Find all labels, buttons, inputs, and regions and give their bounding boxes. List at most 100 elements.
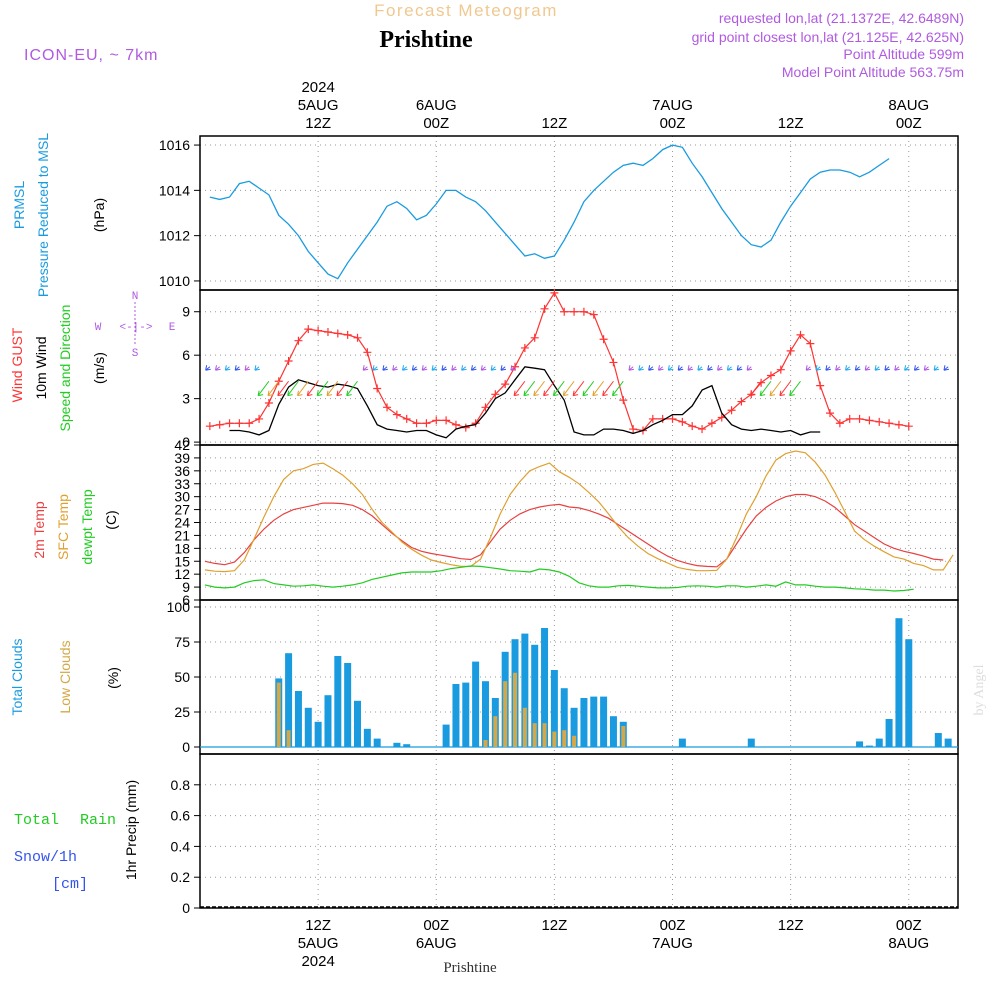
gust-marker xyxy=(894,420,903,429)
wind-direction-arrow xyxy=(874,365,881,371)
total-cloud-bar xyxy=(609,716,617,747)
wind-direction-arrow xyxy=(277,380,289,397)
bottom-time-label: 12Z xyxy=(778,917,804,934)
low-cloud-bar xyxy=(483,740,488,747)
wind-gust-label: Wind GUST xyxy=(9,327,25,402)
y-tick-label: 100 xyxy=(167,599,191,615)
total-cloud-bar xyxy=(934,733,942,747)
wind-direction-arrow xyxy=(638,365,644,371)
wind-direction-arrow xyxy=(854,365,861,371)
wind-direction-arrow xyxy=(523,380,536,397)
wind-direction-arrow xyxy=(513,380,526,397)
footer-location: Prishtine xyxy=(443,960,497,976)
wind-direction-arrow xyxy=(382,365,388,371)
gust-marker xyxy=(609,358,618,367)
total-cloud-bar xyxy=(472,661,480,747)
total-cloud-bar xyxy=(580,698,588,747)
top-time-label: 8AUG xyxy=(888,97,929,114)
wind-direction-arrow xyxy=(815,365,822,371)
gust-marker xyxy=(816,381,825,390)
gust-marker xyxy=(845,414,854,423)
gust-marker xyxy=(865,416,874,425)
y-tick-label: 1014 xyxy=(159,182,190,198)
wind-direction-arrow xyxy=(402,365,408,371)
wind-direction-arrow xyxy=(805,365,812,371)
pressure-label-1: PRMSL xyxy=(11,181,27,229)
wind-direction-arrow xyxy=(835,365,841,371)
total-cloud-bar xyxy=(678,738,686,747)
top-time-label: 00Z xyxy=(660,115,686,132)
top-time-label: 12Z xyxy=(778,115,804,132)
total-cloud-bar xyxy=(521,633,529,747)
gust-marker xyxy=(678,417,687,426)
wind-direction-arrow xyxy=(612,380,624,397)
wind-direction-arrow xyxy=(769,380,782,397)
total-cloud-bar xyxy=(462,682,470,747)
y-tick-label: 42 xyxy=(174,437,190,453)
wind-direction-arrow xyxy=(500,365,507,371)
bottom-time-label: 2024 xyxy=(301,953,334,970)
wind-direction-arrow xyxy=(592,380,605,397)
wind-direction-arrow xyxy=(451,365,457,371)
top-time-label: 2024 xyxy=(301,79,334,96)
gust-marker xyxy=(245,419,254,428)
bottom-time-label: 12Z xyxy=(305,917,331,934)
gust-marker xyxy=(717,413,726,422)
total-cloud-bar xyxy=(885,719,893,747)
gust-marker xyxy=(205,422,214,431)
rain-total-label: Total xyxy=(14,812,59,829)
total-cloud-bar xyxy=(294,691,302,747)
wind-ylabel: (m/s) xyxy=(91,352,107,384)
gust-marker xyxy=(530,333,539,342)
total-cloud-bar xyxy=(531,644,539,747)
requested-coords: requested lon,lat (21.1372E, 42.6489N) xyxy=(719,10,964,26)
top-time-label: 00Z xyxy=(896,115,922,132)
gust-marker xyxy=(648,414,657,423)
gust-marker xyxy=(402,414,411,423)
low-cloud-bar xyxy=(286,730,291,747)
gust-marker xyxy=(343,330,352,339)
y-tick-label: 30 xyxy=(174,489,190,505)
wind-direction-arrow xyxy=(543,380,555,397)
gust-marker xyxy=(629,425,638,434)
gust-marker xyxy=(225,419,234,428)
gust-marker xyxy=(766,371,775,380)
wind-direction-arrow xyxy=(913,365,920,371)
gust-marker xyxy=(806,339,815,348)
bottom-time-label: 5AUG xyxy=(298,935,339,952)
wind-direction-arrow xyxy=(602,380,614,397)
total-cloud-bar xyxy=(304,707,312,747)
compass-rose: N W <-|-> E S xyxy=(95,291,176,360)
y-tick-label: 18 xyxy=(174,540,190,556)
y-tick-label: 9 xyxy=(182,304,190,320)
compass-west: W xyxy=(95,322,102,334)
gust-marker xyxy=(264,398,273,407)
bottom-time-label: 00Z xyxy=(423,917,449,934)
gust-marker xyxy=(363,348,372,357)
wind-direction-arrow xyxy=(845,365,851,371)
cloud-labels: Total Clouds Low Clouds (%) xyxy=(9,638,121,715)
bottom-time-label: 00Z xyxy=(896,917,922,934)
y-tick-label: 9 xyxy=(182,579,190,595)
compass-north: N xyxy=(132,291,139,303)
wind-direction-arrow xyxy=(677,365,684,371)
wind-direction-arrow xyxy=(421,365,428,371)
gust-marker xyxy=(589,310,598,319)
total-cloud-bar xyxy=(600,696,608,747)
y-tick-label: 0.6 xyxy=(171,808,191,824)
wind-direction-arrow xyxy=(411,365,418,371)
gust-marker xyxy=(776,365,785,374)
snow-unit-label: [cm] xyxy=(52,876,88,893)
total-cloud-bar xyxy=(905,639,913,747)
gust-marker xyxy=(540,304,549,313)
wind-10m-label: 10m Wind xyxy=(33,336,49,399)
y-tick-label: 0.4 xyxy=(171,838,191,854)
bottom-time-label: 00Z xyxy=(660,917,686,934)
pressure-line xyxy=(209,144,890,280)
wind-direction-arrow xyxy=(923,365,930,371)
total-cloud-bar xyxy=(334,656,342,747)
location-title: Prishtine xyxy=(379,27,473,53)
